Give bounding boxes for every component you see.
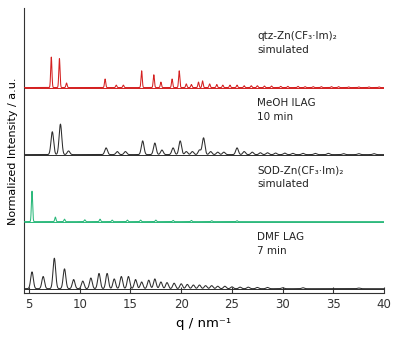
X-axis label: q / nm⁻¹: q / nm⁻¹ [176,317,232,330]
Text: SOD-Zn(CF₃·Im)₂: SOD-Zn(CF₃·Im)₂ [257,165,344,175]
Y-axis label: Normalized Intensity / a.u.: Normalized Intensity / a.u. [8,77,18,224]
Text: DMF LAG: DMF LAG [257,232,304,242]
Text: 10 min: 10 min [257,112,294,122]
Text: qtz-Zn(CF₃·Im)₂: qtz-Zn(CF₃·Im)₂ [257,31,337,41]
Text: simulated: simulated [257,45,309,55]
Text: MeOH ILAG: MeOH ILAG [257,98,316,108]
Text: 7 min: 7 min [257,246,287,256]
Text: simulated: simulated [257,179,309,189]
